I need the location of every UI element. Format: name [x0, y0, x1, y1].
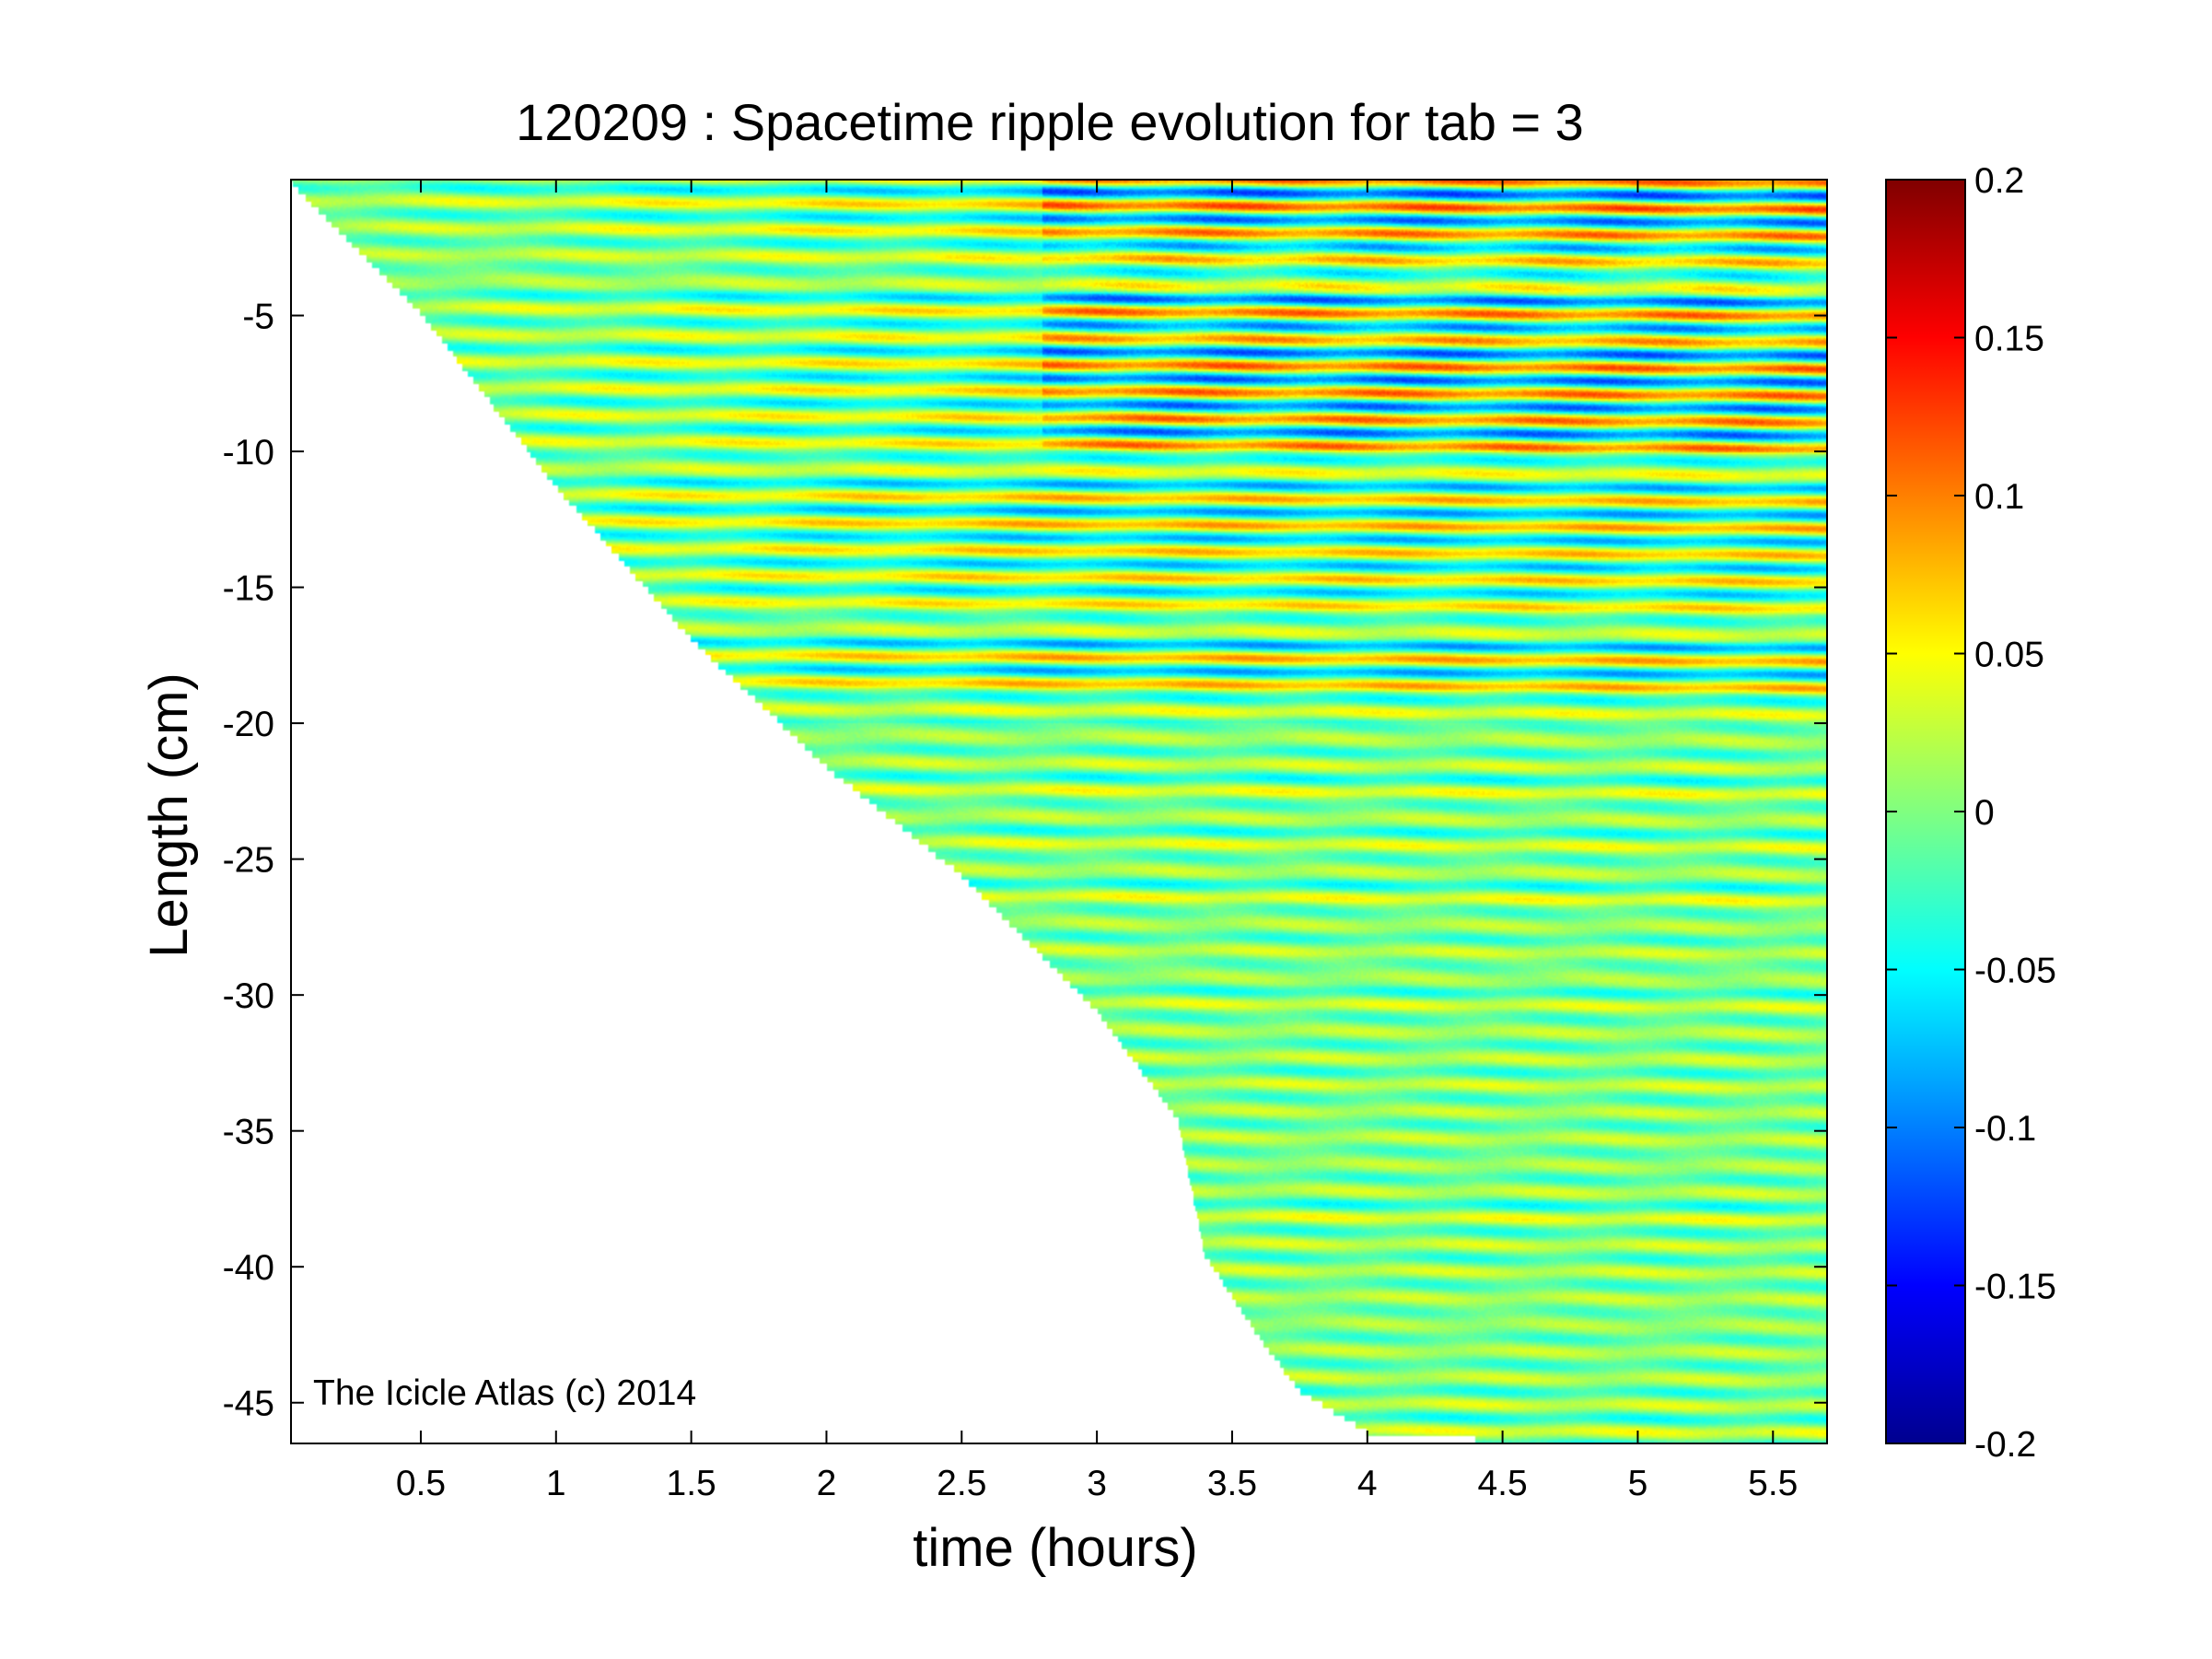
y-tick-label: -35 — [223, 1113, 274, 1152]
x-tick-label: 4.5 — [1477, 1464, 1527, 1503]
chart-title: 120209 : Spacetime ripple evolution for … — [516, 93, 1584, 151]
x-tick-label: 5.5 — [1748, 1464, 1798, 1503]
x-axis: 0.5 1 1.5 2 2.5 3 3.5 4 4.5 5 5.5 — [396, 180, 1798, 1503]
colorbar-tick-label: 0.2 — [1974, 161, 2024, 201]
colorbar-tick-label: -0.05 — [1974, 952, 2056, 991]
y-tick-label: -10 — [223, 433, 274, 473]
watermark-text: The Icicle Atlas (c) 2014 — [313, 1373, 696, 1413]
colorbar-axis: 0.2 0.15 0.1 0.05 0 -0.05 -0.1 -0.15 -0.2 — [1886, 161, 2056, 1465]
y-tick-label: -40 — [223, 1248, 274, 1288]
y-tick-label: -45 — [223, 1384, 274, 1424]
x-tick-label: 5 — [1628, 1464, 1648, 1503]
heatmap-image — [291, 180, 1827, 1443]
heatmap-layer — [291, 180, 1827, 1443]
y-tick-label: -5 — [242, 298, 274, 337]
colorbar-tick-label: -0.1 — [1974, 1109, 2036, 1149]
x-tick-label: 0.5 — [396, 1464, 446, 1503]
y-tick-label: -15 — [223, 569, 274, 609]
x-tick-label: 1.5 — [667, 1464, 716, 1503]
x-tick-label: 3 — [1087, 1464, 1107, 1503]
colorbar-tick-label: -0.2 — [1974, 1425, 2036, 1465]
y-tick-label: -25 — [223, 841, 274, 881]
colorbar — [1885, 179, 1966, 1444]
colorbar-tick-label: 0.15 — [1974, 320, 2044, 359]
x-tick-label: 1 — [546, 1464, 566, 1503]
y-axis-label: Length (cm) — [139, 672, 199, 957]
x-tick-label: 4 — [1357, 1464, 1378, 1503]
colorbar-tick-label: 0 — [1974, 793, 1995, 833]
x-axis-label: time (hours) — [913, 1518, 1197, 1578]
x-tick-label: 2.5 — [937, 1464, 986, 1503]
y-axis: -5 -10 -15 -20 -25 -30 -35 -40 -45 — [223, 298, 1827, 1424]
y-tick-label: -20 — [223, 705, 274, 744]
x-tick-label: 3.5 — [1207, 1464, 1257, 1503]
colorbar-tick-label: 0.05 — [1974, 636, 2044, 675]
y-tick-label: -30 — [223, 976, 274, 1016]
colorbar-tick-label: -0.15 — [1974, 1268, 2056, 1307]
plot-frame — [290, 179, 1828, 1444]
colorbar-tick-label: 0.1 — [1974, 477, 2024, 517]
x-tick-label: 2 — [817, 1464, 837, 1503]
